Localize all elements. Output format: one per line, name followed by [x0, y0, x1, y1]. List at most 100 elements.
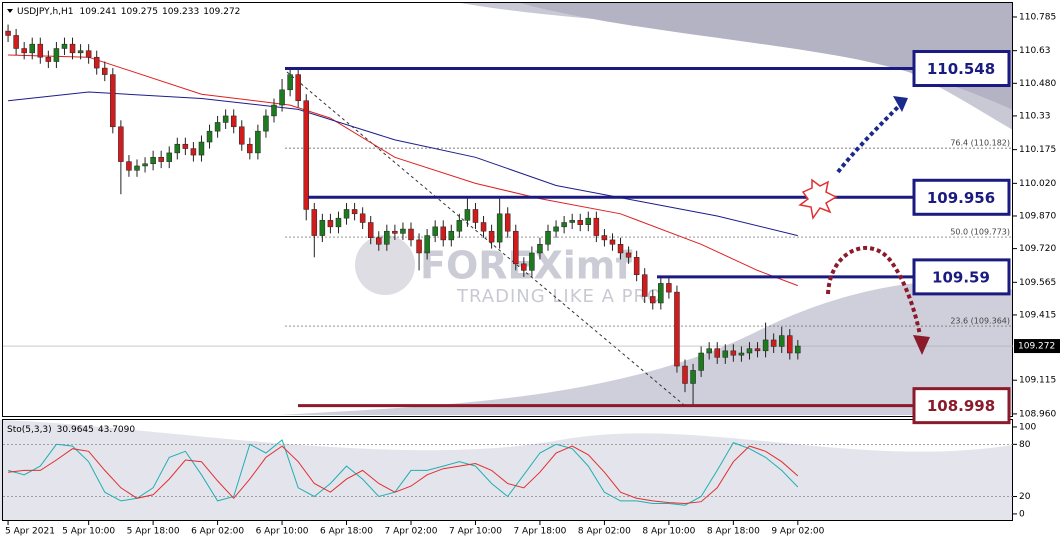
y-tick-label: 109.115 — [1019, 376, 1056, 386]
decor-shape — [280, 281, 1013, 415]
candle-body — [376, 237, 382, 245]
candle-body — [29, 43, 35, 54]
candle-body — [472, 209, 479, 223]
level-box — [912, 50, 1011, 88]
candle-body — [142, 163, 148, 167]
y-tick-label: 100 — [1019, 422, 1036, 432]
sub-panel-frame — [2, 419, 1013, 521]
chart-header: USDJPY,h,H1 109.241 109.275 109.233 109.272 — [17, 7, 240, 17]
y-tick-label: 109.415 — [1019, 310, 1056, 320]
candle-body — [158, 157, 164, 162]
candle-body — [690, 370, 696, 384]
candle-body — [190, 148, 197, 156]
level-label: 110.548 — [927, 60, 995, 78]
x-tick-label: 7 Apr 10:00 — [449, 527, 502, 537]
candle-body — [271, 104, 277, 117]
candle-body — [174, 143, 181, 154]
indicator-value: 30.9645 — [57, 425, 94, 435]
candle-body — [118, 126, 124, 162]
candle-body — [682, 365, 688, 384]
candle-body — [569, 220, 575, 223]
candle-body — [529, 252, 535, 271]
candle-body — [335, 217, 342, 228]
candle-body — [778, 335, 785, 347]
y-tick-label: 110.480 — [1019, 79, 1056, 89]
moving-average — [8, 91, 798, 237]
candle-body — [537, 244, 543, 254]
candle-body — [198, 141, 205, 156]
candle-body — [166, 152, 172, 162]
stochastic-line — [8, 445, 799, 505]
indicator-title: Sto(5,3,3) — [7, 425, 52, 435]
candle-body — [77, 50, 84, 54]
candle-body — [53, 48, 60, 62]
candle-body — [738, 352, 745, 356]
x-tick-label: 5 Apr 2021 — [5, 527, 55, 537]
candle-body — [633, 257, 640, 275]
candle-body — [359, 213, 366, 223]
candle-body — [521, 263, 527, 271]
y-tick-label: 109.720 — [1019, 244, 1056, 254]
candle-body — [69, 43, 76, 54]
candle-body — [698, 352, 704, 371]
candle-body — [601, 235, 608, 241]
x-tick-label: 8 Apr 18:00 — [707, 527, 760, 537]
candle-body — [706, 348, 712, 354]
y-tick-label: 110.63 — [1019, 46, 1051, 56]
decor-shape — [0, 420, 1013, 520]
candle-body — [545, 230, 551, 245]
fib-label: 76.4 (110.182) — [950, 139, 1010, 148]
symbol: USDJPY,h,H1 — [17, 7, 74, 17]
candle-body — [303, 100, 309, 210]
x-tick-label: 8 Apr 02:00 — [578, 527, 631, 537]
current-price-box — [1014, 339, 1060, 354]
watermark-tagline: TRADING LIKE A PRO — [456, 286, 662, 307]
candle-body — [319, 220, 326, 236]
candle-body — [150, 157, 156, 165]
level-label: 108.998 — [927, 397, 995, 415]
x-tick-label: 9 Apr 02:00 — [771, 527, 824, 537]
candle-body — [222, 115, 229, 123]
candle-body — [666, 283, 672, 293]
level-label: 109.59 — [932, 268, 990, 286]
candle-body — [722, 350, 729, 358]
y-tick-label: 109.565 — [1019, 278, 1056, 288]
ohlc-value: 109.275 — [121, 7, 158, 17]
decor-shape — [520, 3, 1013, 110]
level-box — [912, 258, 1011, 296]
candle-body — [392, 230, 398, 234]
candle-body — [110, 74, 116, 128]
ohlc-value: 109.272 — [203, 7, 240, 17]
y-tick-label: 110.785 — [1019, 12, 1056, 22]
candle-body — [214, 122, 221, 132]
candle-body — [182, 143, 189, 149]
candle-body — [496, 213, 503, 243]
candle-body — [464, 209, 471, 221]
candle-body — [102, 67, 108, 75]
candle-body — [730, 350, 737, 356]
candle-body — [658, 283, 664, 304]
candle-body — [13, 35, 19, 49]
y-tick-label: 20 — [1019, 492, 1031, 502]
arrow-head — [893, 96, 908, 112]
fib-label: 23.6 (109.364) — [950, 317, 1010, 326]
arrow-up — [836, 103, 902, 174]
candle-body — [424, 235, 430, 254]
indicator-value: 43.7090 — [98, 425, 135, 435]
candle-body — [126, 161, 132, 171]
candle-body — [561, 222, 567, 228]
candle-body — [593, 217, 600, 236]
current-price-label: 109.272 — [1018, 342, 1055, 352]
stochastic-line — [7, 439, 799, 506]
candle-body — [206, 130, 213, 143]
candle-body — [625, 252, 632, 258]
candle-body — [85, 50, 92, 58]
moving-average — [8, 54, 798, 287]
candle-body — [384, 230, 390, 245]
candle-body — [609, 239, 616, 245]
candle-body — [311, 209, 318, 236]
breakout-star — [798, 178, 838, 220]
candle-body — [255, 130, 261, 154]
fib-trendline — [286, 71, 685, 406]
